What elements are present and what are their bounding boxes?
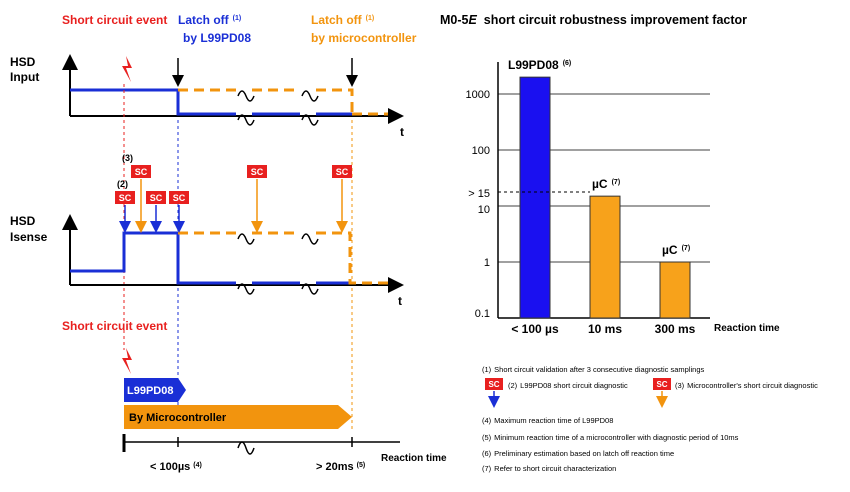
- legend-2-text: L99PD08 short circuit diagnostic: [520, 381, 628, 390]
- svg-text:(5)Minimum reaction time of a: (5) Minimum reaction time of a microcontr…: [482, 433, 739, 442]
- hsd-input-label-1: HSD: [10, 55, 36, 69]
- isense-t-label: t: [398, 294, 402, 308]
- bar-label-1: µC (7): [592, 177, 620, 191]
- svg-text:SC: SC: [336, 167, 349, 177]
- sc-badge-l99-3: SC: [169, 191, 189, 204]
- bar-0: [519, 76, 551, 319]
- legend-sc-l99-badge: SC: [485, 378, 503, 390]
- svg-text:(2)L99PD08 short circuit diag: (2) L99PD08 short circuit diagnostic: [508, 381, 628, 390]
- sc-badge-mc-1: SC: [131, 165, 151, 178]
- legend-4-sup: (4): [482, 416, 492, 425]
- svg-text:SC: SC: [135, 167, 148, 177]
- note-2-label: (2): [117, 179, 128, 189]
- latch-l99-sup: (1): [233, 15, 242, 22]
- tick-100-label: < 100µs: [150, 461, 190, 473]
- svg-text:(3)Microcontroller's short cir: (3) Microcontroller's short circuit diagn…: [675, 381, 818, 390]
- y-tick-label: 0.1: [475, 308, 490, 320]
- sc-badge-mc-3: SC: [332, 165, 352, 178]
- svg-text:SC: SC: [173, 193, 186, 203]
- tick-20-label: > 20ms: [316, 461, 354, 473]
- bar-label-0: L99PD08 (6): [508, 58, 571, 72]
- input-signal-orange: [178, 88, 354, 114]
- legend-sc-mc-badge: SC: [653, 378, 671, 390]
- hsd-input-label-2: Input: [10, 70, 39, 84]
- hsd-isense-label-1: HSD: [10, 214, 36, 228]
- sc-badge-l99-1: SC: [115, 191, 135, 204]
- hsd-isense-label-2: Isense: [10, 230, 48, 244]
- chart-ticks: 1000 100 > 15 10 1 0.1 < 100 µs 10 ms 300 ms: [466, 89, 696, 336]
- tick-20-sup: (5): [357, 462, 366, 469]
- legend-2-sup: (2): [508, 381, 518, 390]
- bar-label-2: µC (7): [662, 243, 690, 257]
- svg-text:< 100µs(4): < 100µs (4): [150, 461, 202, 473]
- x-tick-label: 300 ms: [655, 322, 696, 336]
- latch-l99-line2: by L99PD08: [183, 31, 251, 45]
- sc-badge-l99-2: SC: [146, 191, 166, 204]
- chart-bars: L99PD08 (6) µC (7) µC (7): [508, 58, 691, 319]
- legend-7-sup: (7): [482, 464, 492, 473]
- y-tick-label: > 15: [468, 188, 490, 200]
- tick-100-sup: (4): [193, 462, 202, 469]
- x-tick-label: 10 ms: [588, 322, 622, 336]
- latch-mc-line1: Latch off: [311, 13, 363, 27]
- legend-3-sup: (3): [675, 381, 685, 390]
- y-tick-label: 100: [472, 145, 490, 157]
- isense-signal-blue: [70, 231, 352, 285]
- x-tick-label: < 100 µs: [511, 322, 559, 336]
- latch-mc-sup: (1): [366, 15, 375, 22]
- y-tick-label: 10: [478, 204, 490, 216]
- legend-3-text: Microcontroller's short circuit diagnost…: [687, 381, 818, 390]
- bar-l99pd08: [124, 378, 186, 402]
- input-t-label: t: [400, 125, 404, 139]
- legend-5-text: Minimum reaction time of a microcontroll…: [494, 433, 739, 442]
- legend-1-text: Short circuit validation after 3 consecu…: [494, 365, 704, 374]
- svg-text:Latch off(1): Latch off (1): [311, 13, 374, 27]
- latch-l99-line1: Latch off: [178, 13, 230, 27]
- svg-text:SC: SC: [251, 167, 264, 177]
- legend-6-text: Preliminary estimation based on latch of…: [494, 449, 674, 458]
- y-tick-label: 1: [484, 257, 490, 269]
- event-label-bottom: Short circuit event: [62, 319, 167, 333]
- bar-1: [589, 195, 621, 319]
- legend-7-text: Refer to short circuit characterization: [494, 464, 616, 473]
- bar-2: [659, 261, 691, 319]
- svg-text:SC: SC: [150, 193, 163, 203]
- legend-1-sup: (1): [482, 365, 492, 374]
- chart-title: M0-5E short circuit robustness improveme…: [440, 13, 747, 27]
- legend-notes: (1) Short circuit validation after 3 cons…: [482, 365, 818, 473]
- latch-mc-line2: by microcontroller: [311, 31, 417, 45]
- reaction-break-mark: [237, 441, 255, 455]
- bar-microcontroller-label: By Microcontroller: [129, 412, 227, 424]
- legend-6-sup: (6): [482, 449, 492, 458]
- legend-4-text: Maximum reaction time of L99PD08: [494, 416, 613, 425]
- svg-text:SC: SC: [656, 380, 667, 389]
- isense-signal-orange: [178, 231, 388, 285]
- svg-text:SC: SC: [119, 193, 132, 203]
- note-3-label: (3): [122, 153, 133, 163]
- event-label-top: Short circuit event: [62, 13, 167, 27]
- svg-text:(1)Short circuit validation af: (1) Short circuit validation after 3 cons…: [482, 365, 705, 374]
- svg-text:Latch off(1): Latch off (1): [178, 13, 241, 27]
- bar-microcontroller: [124, 405, 352, 429]
- chart-xlabel: Reaction time: [714, 323, 780, 334]
- y-tick-label: 1000: [466, 89, 490, 101]
- svg-text:(4)Maximum reaction time of L: (4) Maximum reaction time of L99PD08: [482, 416, 613, 425]
- lightning-icon-bottom: [122, 348, 132, 374]
- bar-l99pd08-label: L99PD08: [127, 385, 173, 397]
- reaction-time-label-left: Reaction time: [381, 453, 447, 464]
- input-break-marks: [237, 90, 319, 126]
- svg-text:> 20ms(5): > 20ms (5): [316, 461, 365, 473]
- svg-text:(7)Refer to short circuit char: (7) Refer to short circuit characterizati…: [482, 464, 616, 473]
- svg-text:(6)Preliminary estimation base: (6) Preliminary estimation based on latch…: [482, 449, 674, 458]
- sc-badge-mc-2: SC: [247, 165, 267, 178]
- isense-break-marks: [237, 233, 319, 295]
- svg-text:SC: SC: [488, 380, 499, 389]
- legend-5-sup: (5): [482, 433, 492, 442]
- lightning-icon-top: [122, 56, 132, 82]
